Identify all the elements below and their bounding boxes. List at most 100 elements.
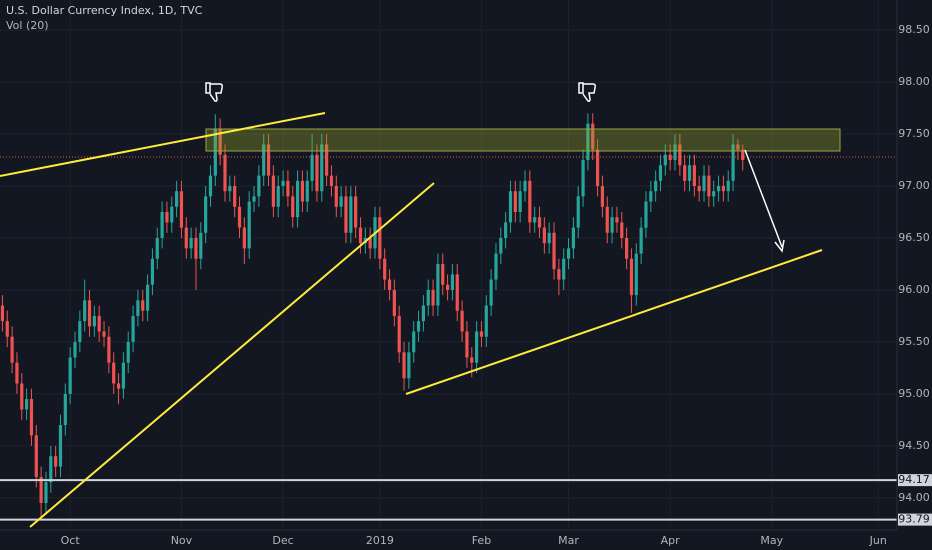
candle-body xyxy=(204,196,208,233)
candle-body xyxy=(305,180,309,202)
candle-body xyxy=(479,331,484,337)
candle-body xyxy=(271,175,275,207)
candle-body xyxy=(668,154,672,161)
candle-body xyxy=(300,180,305,202)
candle-body xyxy=(49,456,53,483)
candle-body xyxy=(228,186,232,192)
candle-body xyxy=(92,315,96,327)
candle-body xyxy=(557,269,561,280)
candle-body xyxy=(721,186,725,192)
candle-body xyxy=(194,237,198,259)
candle-body xyxy=(649,191,653,202)
candle-body xyxy=(634,253,638,296)
candle-body xyxy=(494,253,498,280)
candle-body xyxy=(731,144,735,181)
resistance-zone xyxy=(205,128,841,152)
candle-body xyxy=(663,154,667,166)
y-tick-label: 98.00 xyxy=(898,75,930,88)
candle-body xyxy=(87,300,92,327)
candle-body xyxy=(687,165,692,181)
candle-body xyxy=(455,274,459,311)
candle-body xyxy=(716,186,721,192)
candle-body xyxy=(126,341,130,363)
candle-body xyxy=(412,331,416,353)
candle-body xyxy=(160,212,164,238)
candle-body xyxy=(136,300,140,316)
candle-body xyxy=(610,217,614,233)
candle-body xyxy=(208,175,213,197)
price-axis xyxy=(897,0,932,550)
candle-body xyxy=(102,331,106,337)
y-tick-label: 94.00 xyxy=(898,491,930,504)
drawings xyxy=(0,82,897,528)
candle-body xyxy=(576,196,580,228)
candle-body xyxy=(658,165,663,181)
candle-body xyxy=(484,305,488,337)
candle-body xyxy=(10,336,14,363)
candle-body xyxy=(600,186,605,207)
y-tick-label: 96.00 xyxy=(898,283,930,296)
candle-body xyxy=(407,352,411,379)
candle-body xyxy=(266,144,271,176)
arrow-head xyxy=(774,239,785,253)
candle-body xyxy=(339,196,343,207)
y-tick-label: 98.50 xyxy=(898,23,930,36)
candle-body xyxy=(189,237,193,249)
candle-body xyxy=(571,227,575,249)
chart-title: U.S. Dollar Currency Index, 1D, TVC xyxy=(6,4,203,17)
candle-body xyxy=(329,175,334,187)
candle-body xyxy=(639,227,643,254)
candle-body xyxy=(315,154,319,192)
candle-body xyxy=(116,383,121,389)
candle-body xyxy=(334,186,338,207)
candle-body xyxy=(654,180,658,192)
candle-body xyxy=(237,206,242,228)
trend-line xyxy=(29,182,435,528)
candle-body xyxy=(20,383,24,410)
candle-body xyxy=(39,477,43,503)
candle-body xyxy=(252,196,256,202)
candle-body xyxy=(73,341,77,358)
candle-body xyxy=(441,263,445,285)
candle-body xyxy=(499,237,503,254)
x-tick-label: Oct xyxy=(61,534,81,547)
candle-body xyxy=(97,315,101,332)
candle-body xyxy=(83,300,87,322)
candle-body xyxy=(741,149,745,161)
y-tick-label: 95.50 xyxy=(898,335,930,348)
candle-body xyxy=(523,180,527,192)
candle-body xyxy=(581,160,585,197)
level-label: 94.17 xyxy=(898,473,930,486)
candle-body xyxy=(29,399,34,436)
candle-body xyxy=(179,191,184,228)
candle-body xyxy=(175,191,179,207)
candle-body xyxy=(257,175,261,197)
candle-body xyxy=(25,399,29,410)
level-tag xyxy=(898,513,932,526)
x-tick-label: Nov xyxy=(171,534,193,547)
candle-body xyxy=(678,144,682,166)
trend-line xyxy=(405,249,823,395)
candle-body xyxy=(566,248,571,259)
y-tick-label: 94.50 xyxy=(898,439,930,452)
candle-body xyxy=(586,123,590,161)
candle-body xyxy=(281,180,285,187)
candle-body xyxy=(426,289,430,306)
candle-body xyxy=(150,258,155,285)
candle-body xyxy=(291,196,295,218)
candle-body xyxy=(58,425,63,467)
candle-body xyxy=(445,284,450,290)
candle-body xyxy=(504,222,508,238)
candle-body xyxy=(533,217,537,223)
candle-body xyxy=(673,144,677,161)
candle-body xyxy=(325,144,329,176)
candle-body xyxy=(141,300,145,311)
candle-body xyxy=(54,456,58,467)
candle-body xyxy=(5,321,9,337)
candle-body xyxy=(131,315,135,342)
candle-body xyxy=(683,165,687,181)
candle-body xyxy=(562,258,566,280)
candle-body xyxy=(15,362,19,384)
candle-body xyxy=(518,191,522,212)
candle-body xyxy=(475,331,479,363)
